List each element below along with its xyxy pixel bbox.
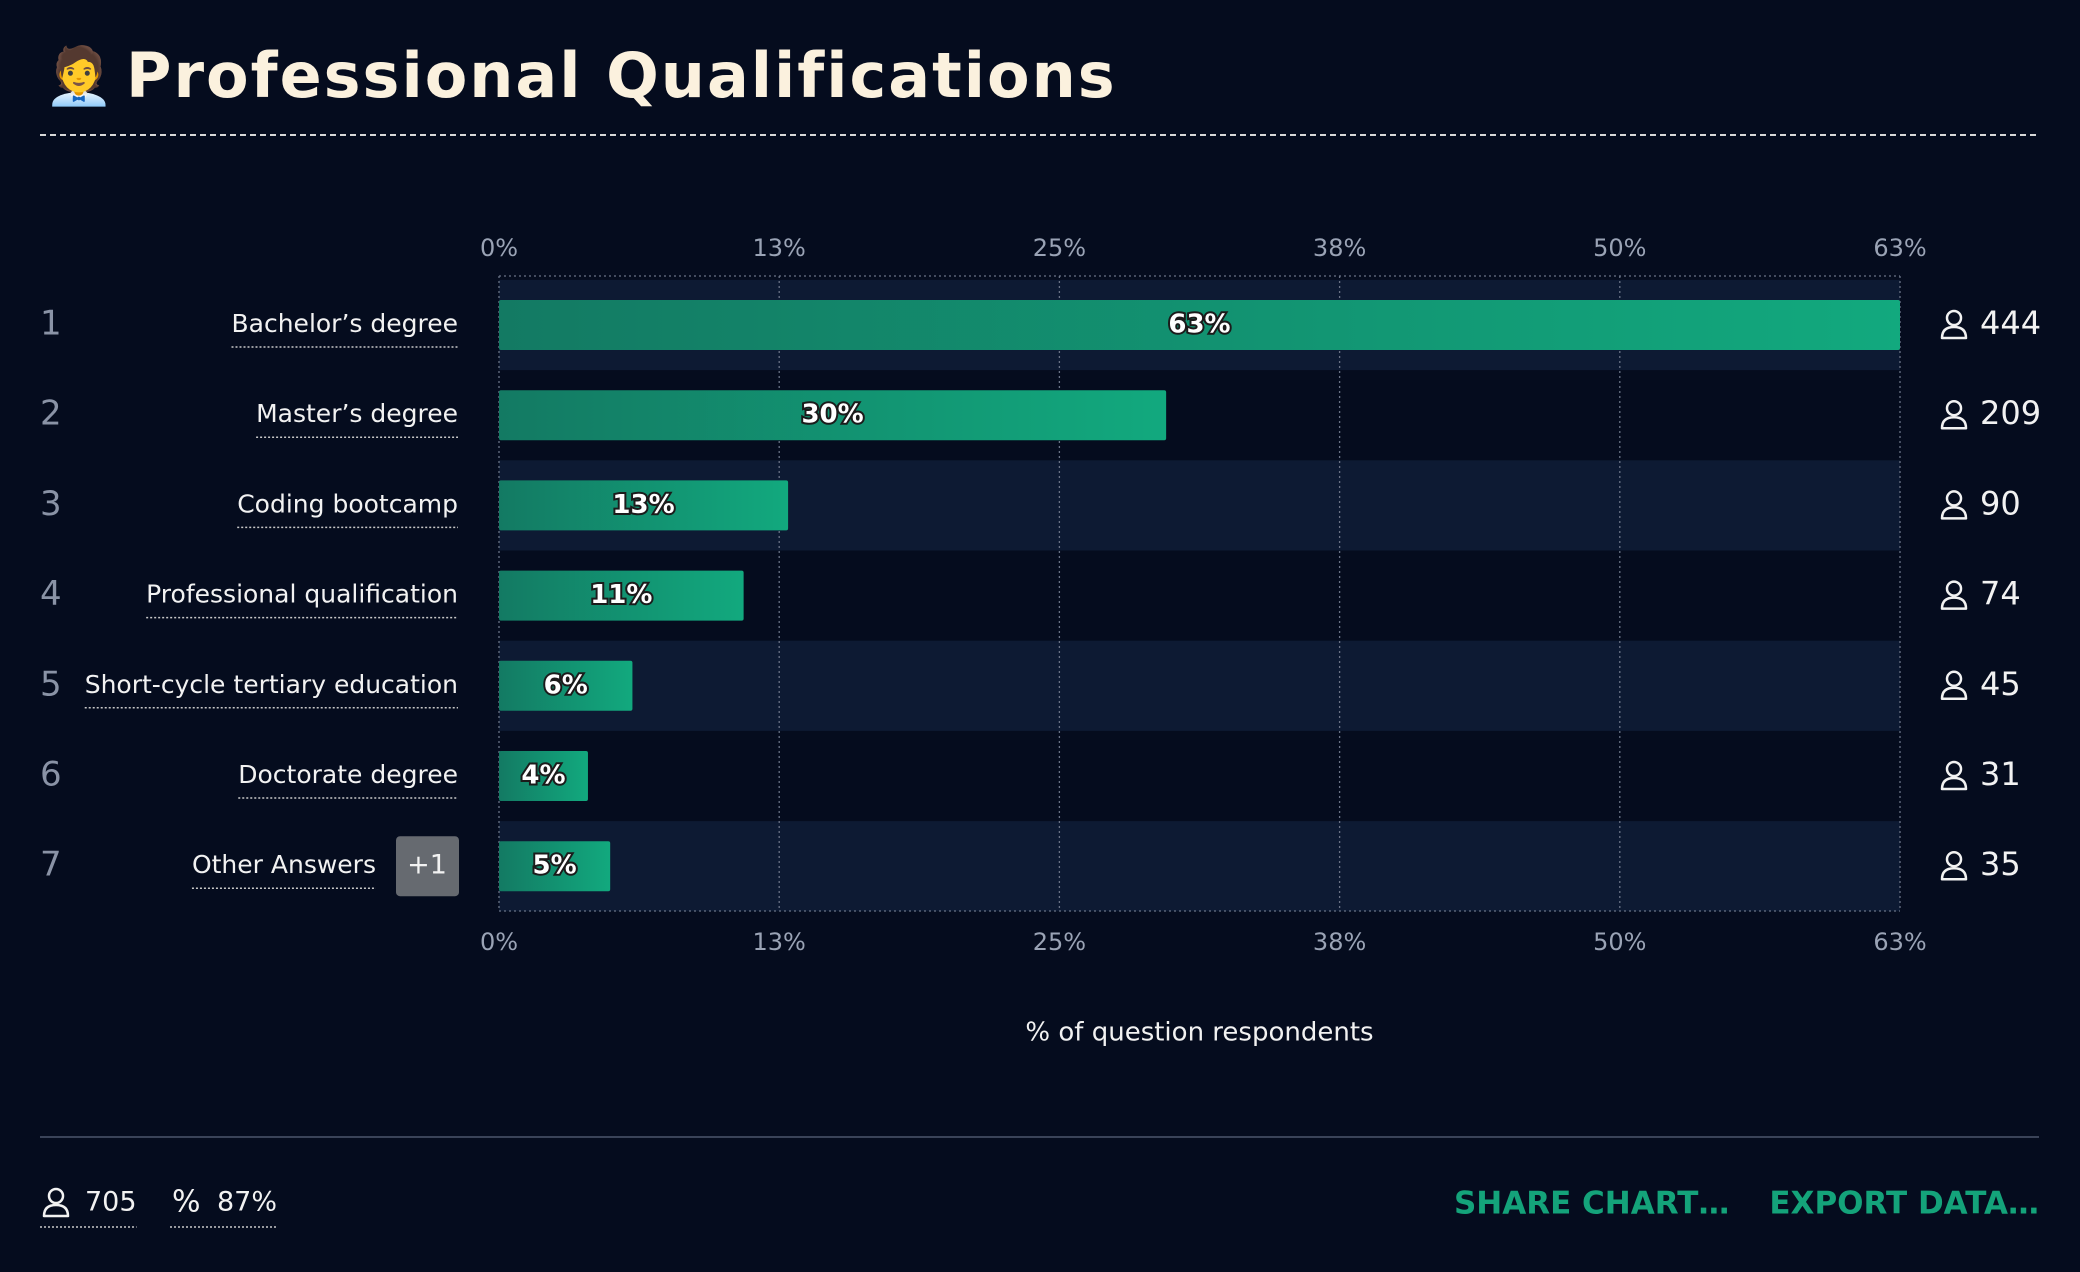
person-icon (1945, 580, 1963, 597)
x-tick-label: 50% (1593, 928, 1646, 956)
x-tick-label: 25% (1033, 234, 1086, 262)
category-label[interactable]: Bachelor’s degree (232, 309, 459, 338)
x-tick-label: 38% (1313, 928, 1366, 956)
rank: 7 (40, 845, 62, 885)
person-icon (1940, 686, 1968, 701)
person-icon (1940, 776, 1968, 791)
person-icon (1945, 490, 1963, 507)
row-band (499, 821, 1900, 912)
bar (499, 841, 611, 892)
category-label[interactable]: Coding bootcamp (237, 489, 458, 518)
rank: 4 (40, 574, 62, 614)
category-label[interactable]: Short-cycle tertiary education (85, 670, 458, 699)
percent-icon: % (172, 1185, 201, 1220)
other-badge[interactable] (396, 836, 459, 897)
person-icon (1945, 309, 1963, 327)
person-icon (1940, 506, 1968, 520)
rank: 3 (40, 484, 62, 524)
share-button[interactable]: SHARE CHART… (1454, 1186, 1729, 1222)
other-badge-label: +1 (407, 850, 447, 881)
category-label[interactable]: Doctorate degree (238, 760, 458, 789)
category-label[interactable]: Master’s degree (256, 399, 458, 428)
count-label: 45 (1980, 665, 2021, 703)
value-label: 11% (590, 580, 652, 610)
respondents-icon (47, 1187, 65, 1205)
x-tick-label: 0% (480, 928, 518, 956)
count-label: 209 (1980, 394, 2041, 432)
title-icon: 🧑‍💼 (44, 42, 114, 109)
rank: 2 (40, 394, 62, 434)
category-label[interactable]: Professional qualification (146, 580, 458, 609)
count-label: 74 (1980, 575, 2021, 613)
person-icon (1940, 415, 1968, 430)
person-icon (1940, 325, 1968, 340)
x-tick-label: 13% (753, 234, 806, 262)
person-icon (1940, 596, 1968, 610)
person-icon (1945, 760, 1963, 778)
value-label: 30% (801, 400, 863, 430)
person-icon (1945, 399, 1963, 417)
x-tick-label: 63% (1873, 928, 1926, 956)
count-label: 444 (1980, 304, 2041, 342)
x-tick-label: 25% (1033, 928, 1086, 956)
value-label: 5% (533, 851, 577, 881)
count-label: 90 (1980, 484, 2021, 522)
bar (499, 480, 789, 531)
count-label: 35 (1980, 845, 2021, 883)
person-icon (1945, 670, 1963, 688)
respondents-icon (42, 1203, 70, 1218)
bar (499, 751, 588, 801)
bar (499, 570, 744, 621)
x-tick-label: 50% (1593, 234, 1646, 262)
bar (499, 390, 1167, 441)
x-tick-label: 63% (1873, 234, 1926, 262)
rank: 6 (40, 755, 62, 795)
person-icon (1940, 866, 1968, 881)
person-icon (1945, 850, 1963, 868)
value-label: 4% (521, 761, 565, 791)
x-axis-title: % of question respondents (1025, 1018, 1373, 1048)
rank: 5 (40, 664, 62, 704)
bar (499, 660, 633, 711)
response-rate[interactable]: 87% (217, 1187, 277, 1218)
category-label[interactable]: Other Answers (192, 850, 376, 879)
export-button[interactable]: EXPORT DATA… (1769, 1186, 2039, 1222)
row-band (499, 640, 1900, 731)
value-label: 6% (544, 670, 588, 700)
count-label: 31 (1980, 755, 2021, 793)
bar (499, 300, 1900, 350)
value-label: 13% (612, 490, 674, 520)
x-tick-label: 0% (480, 234, 518, 262)
chart-title: Professional Qualifications (126, 39, 1117, 112)
respondents[interactable]: 705 (85, 1187, 137, 1218)
x-tick-label: 38% (1313, 234, 1366, 262)
value-label: 63% (1168, 310, 1230, 340)
x-tick-label: 13% (753, 928, 806, 956)
rank: 1 (40, 304, 62, 344)
